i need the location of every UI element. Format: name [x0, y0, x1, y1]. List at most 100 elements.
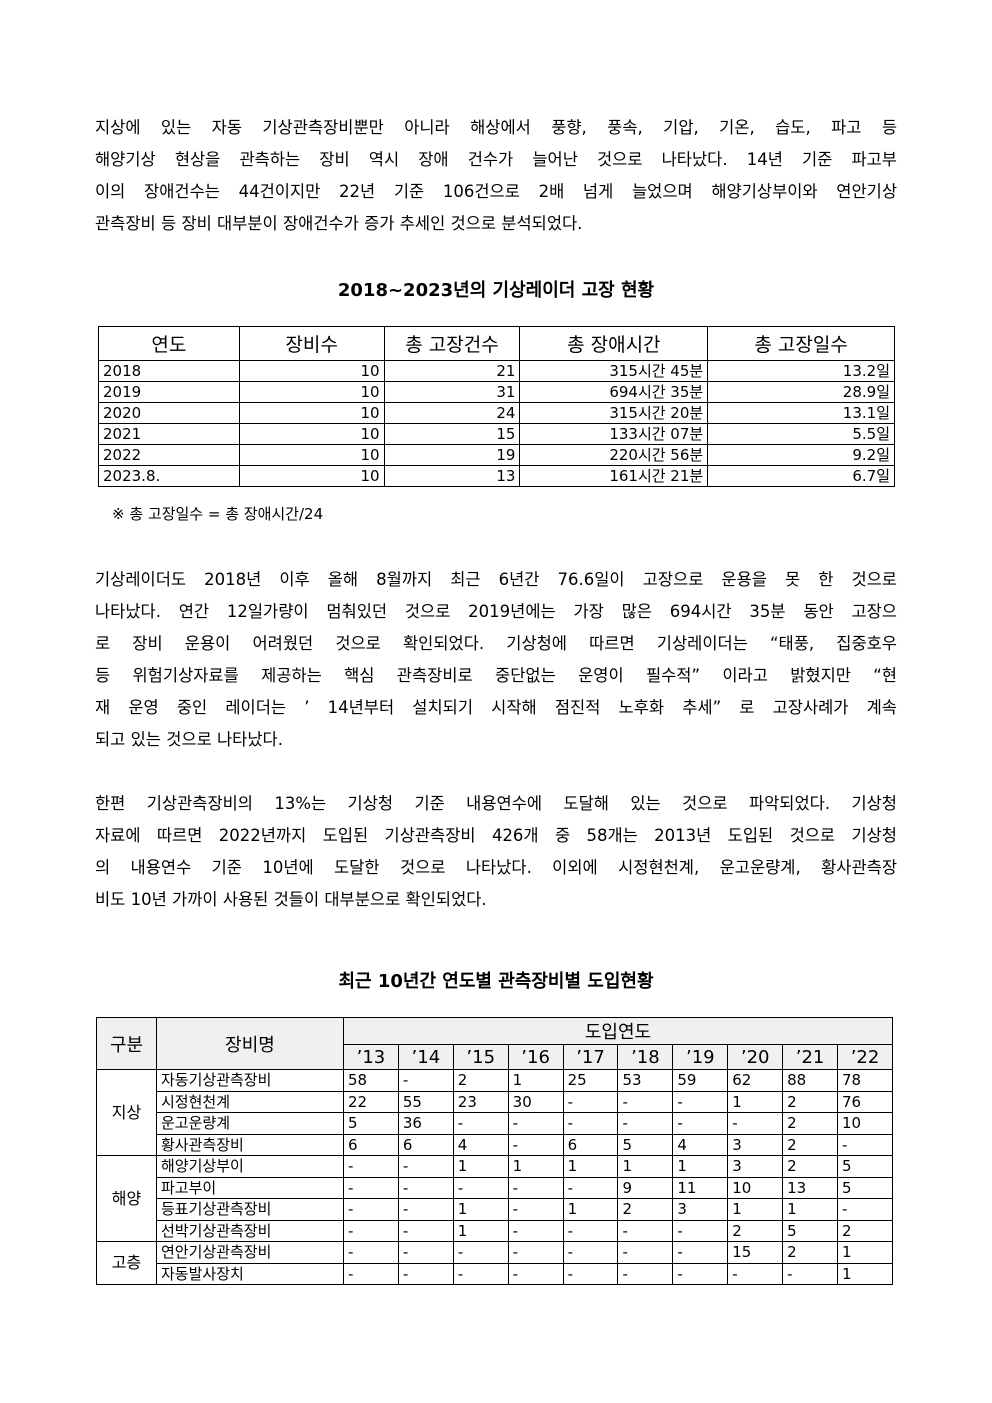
table-cell: - [452, 1112, 509, 1135]
table-row: 시정현천계 22 55 23 30- - -1 2 76 [97, 1090, 893, 1113]
equipment-name: 시정현천계 [156, 1090, 344, 1113]
table-cell: - [507, 1112, 564, 1135]
table-cell: 2020 [98, 402, 240, 424]
table-cell: 1 [452, 1198, 509, 1221]
text-line: 해양기상 현상을 관측하는 장비 역시 장애 건수가 늘어난 것으로 나타났다.… [95, 150, 897, 169]
table-cell: - [617, 1112, 674, 1135]
text-line: 자료에 따르면 2022년까지 도입된 기상관측장비 426개 중 58개는 2… [95, 826, 897, 845]
equipment-name: 연안기상관측장비 [156, 1241, 344, 1264]
table-row: 2023.8. 10 13 161시간 21분 6.7일 [98, 465, 895, 487]
table-cell: 1 [507, 1069, 564, 1092]
table-row: 고층 연안기상관측장비 - - - - - - -15 2 1 [96, 1241, 893, 1285]
table-cell: 1 [837, 1241, 893, 1264]
table-cell: 2019 [98, 381, 240, 403]
paragraph-radar: 기상레이더도 2018년 이후 올해 8월까지 최근 6년간 76.6일이 고장… [95, 564, 897, 756]
table-cell: - [562, 1241, 619, 1264]
table-cell: 5 [782, 1219, 839, 1242]
year-header: ’17 [562, 1044, 619, 1070]
text-line: 관측장비 등 장비 대부분이 장애건수가 증가 추세인 것으로 분석되었다. [95, 214, 583, 233]
table-cell: 76 [837, 1090, 893, 1113]
table-cell: 2018 [98, 360, 240, 382]
year-header: ’20 [727, 1044, 784, 1070]
table-cell: - [452, 1262, 509, 1285]
table-cell: 21 [383, 360, 521, 382]
table-cell: 15 [727, 1241, 784, 1264]
text-line: 한편 기상관측장비의 13%는 기상청 기준 내용연수에 도달해 있는 것으로 … [95, 794, 897, 813]
table-row: 파고부이 - - - - -9 11 10 13 5 [97, 1176, 893, 1199]
year-header: ’18 [617, 1044, 674, 1070]
table-cell: 5 [617, 1133, 674, 1156]
table-cell: - [397, 1241, 454, 1264]
table-cell: 58 [343, 1069, 399, 1092]
table-row: 황사관측장비 6 6 4-6 5 4 3 2- [97, 1133, 893, 1156]
table-cell: 2022 [98, 444, 240, 466]
table-cell: - [837, 1198, 893, 1221]
table-cell: - [782, 1262, 839, 1285]
table-cell: 5 [837, 1176, 893, 1199]
equipment-name: 운고운량계 [156, 1112, 344, 1135]
table1-note: ※ 총 고장일수 = 총 장애시간/24 [112, 505, 324, 523]
table1-title: 2018~2023년의 기상레이더 고장 현황 [337, 280, 655, 301]
table-cell: 3 [727, 1155, 784, 1178]
table-cell: - [617, 1262, 674, 1285]
table-cell: 10 [238, 444, 385, 466]
table-cell: - [617, 1090, 674, 1113]
table-cell: 10 [837, 1112, 893, 1135]
equipment-name: 자동기상관측장비 [156, 1069, 344, 1092]
table-cell: 1 [837, 1262, 893, 1285]
table-cell: 1 [562, 1155, 619, 1178]
table-row: 2019 10 31 694시간 35분 28.9일 [98, 381, 895, 403]
table-cell: 6 [562, 1133, 619, 1156]
table-cell: - [507, 1133, 564, 1156]
table-cell: 31 [383, 381, 521, 403]
table-row: 지상 자동기상관측장비 58-2 1 25 53 59 62 88 78 [96, 1069, 893, 1156]
table-cell: 22 [343, 1090, 399, 1113]
table-cell: 1 [452, 1155, 509, 1178]
table-row: 자동발사장치 - - - - - - - - -1 [97, 1262, 893, 1285]
table-row: 선박기상관측장비 - -1- - - -2 5 2 [97, 1219, 893, 1242]
equipment-introduction-table: 구분 장비명 도입연도 ’13’14’15’16’17’18’19’20’21’… [96, 1017, 893, 1285]
table-row: 해양 해양기상부이 - -1 1 1 1 1 3 2 5 [96, 1155, 893, 1242]
table-cell: 5 [343, 1112, 399, 1135]
table-cell: - [397, 1069, 454, 1092]
table-cell: 13 [383, 465, 521, 487]
text-line: 지상에 있는 자동 기상관측장비뿐만 아니라 해상에서 풍향, 풍속, 기압, … [95, 118, 897, 137]
table-cell: 10 [238, 402, 385, 424]
table-cell: - [397, 1219, 454, 1242]
column-header: 연도 [98, 326, 240, 361]
table-cell: 25 [562, 1069, 619, 1092]
table-cell: 62 [727, 1069, 784, 1092]
table-cell: 53 [617, 1069, 674, 1092]
equipment-name: 선박기상관측장비 [156, 1219, 344, 1242]
table-cell: 9 [617, 1176, 674, 1199]
header-group: 구분 [96, 1017, 157, 1070]
table-cell: 2 [837, 1219, 893, 1242]
table-row: 2021 10 15 133시간 07분 5.5일 [98, 423, 895, 445]
table-cell: - [562, 1219, 619, 1242]
table-cell: - [452, 1176, 509, 1199]
table-cell: - [507, 1241, 564, 1264]
group-label: 지상 [96, 1069, 157, 1156]
table-cell: - [397, 1155, 454, 1178]
table-cell: 133시간 07분 [519, 423, 709, 445]
table-cell: - [672, 1219, 729, 1242]
table-cell: - [397, 1176, 454, 1199]
text-line: 등 위험기상자료를 제공하는 핵심 관측장비로 중단없는 운영이 필수적” 이라… [95, 666, 897, 685]
table-cell: - [507, 1219, 564, 1242]
table-cell: 55 [397, 1090, 454, 1113]
table-cell: 10 [238, 360, 385, 382]
table-cell: 2023.8. [98, 465, 240, 487]
table-cell: - [397, 1262, 454, 1285]
table-cell: 1 [507, 1155, 564, 1178]
header-introduction-year: 도입연도 [343, 1017, 893, 1045]
table-row: 2022 10 19 220시간 56분 9.2일 [98, 444, 895, 466]
table-cell: 10 [727, 1176, 784, 1199]
table-cell: 59 [672, 1069, 729, 1092]
table-cell: - [507, 1262, 564, 1285]
equipment-name: 등표기상관측장비 [156, 1198, 344, 1221]
table-cell: - [343, 1241, 399, 1264]
table-cell: 5.5일 [707, 423, 895, 445]
table-cell: 1 [452, 1219, 509, 1242]
table-cell: - [562, 1176, 619, 1199]
